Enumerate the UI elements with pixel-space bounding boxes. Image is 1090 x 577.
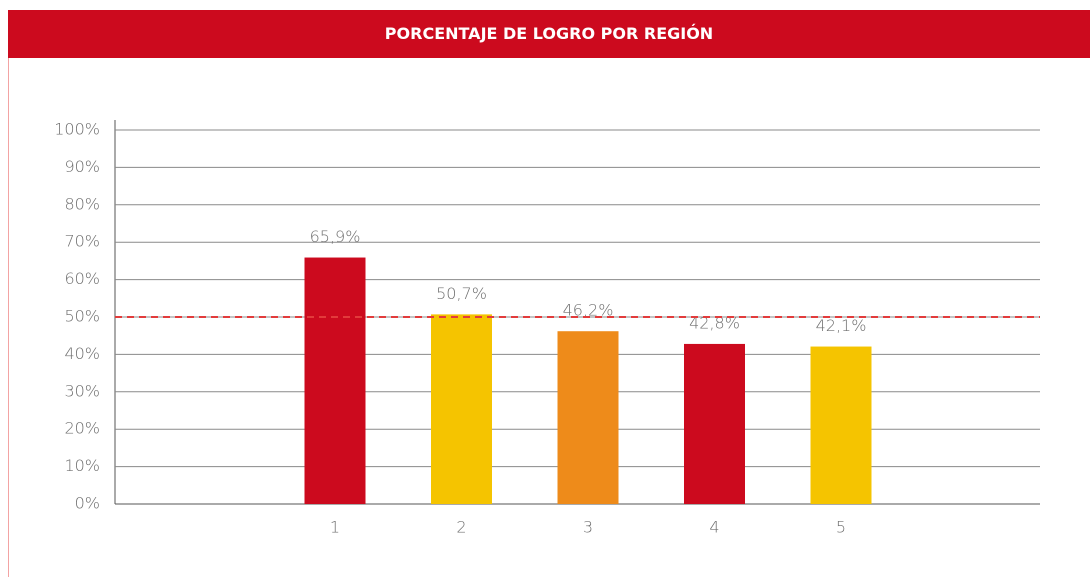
value-label: 42,8% <box>689 313 740 332</box>
y-tick-label: 40% <box>64 344 100 363</box>
card-border <box>8 58 9 577</box>
y-tick-label: 90% <box>64 157 100 176</box>
x-tick-label: 3 <box>583 518 593 537</box>
x-tick-label: 4 <box>709 518 719 537</box>
bar <box>684 343 745 504</box>
y-tick-label: 20% <box>64 419 100 438</box>
bar <box>557 331 619 504</box>
value-label: 42,1% <box>816 316 867 335</box>
y-tick-label: 30% <box>64 381 100 400</box>
value-label: 65,9% <box>310 227 361 246</box>
y-tick-label: 70% <box>64 232 100 251</box>
y-tick-label: 80% <box>64 194 100 213</box>
y-tick-label: 60% <box>64 269 100 288</box>
value-label: 46,2% <box>563 301 614 320</box>
x-tick-label: 2 <box>456 518 466 537</box>
y-tick-label: 50% <box>64 307 100 326</box>
bar <box>304 257 366 504</box>
x-tick-label: 1 <box>330 518 340 537</box>
chart-title: PORCENTAJE DE LOGRO POR REGIÓN <box>8 10 1090 58</box>
y-tick-label: 100% <box>54 120 100 139</box>
y-tick-label: 10% <box>64 456 100 475</box>
y-tick-label: 0% <box>75 494 100 513</box>
x-tick-label: 5 <box>836 518 846 537</box>
bar <box>431 314 492 504</box>
bar <box>810 346 872 504</box>
value-label: 50,7% <box>436 284 487 303</box>
